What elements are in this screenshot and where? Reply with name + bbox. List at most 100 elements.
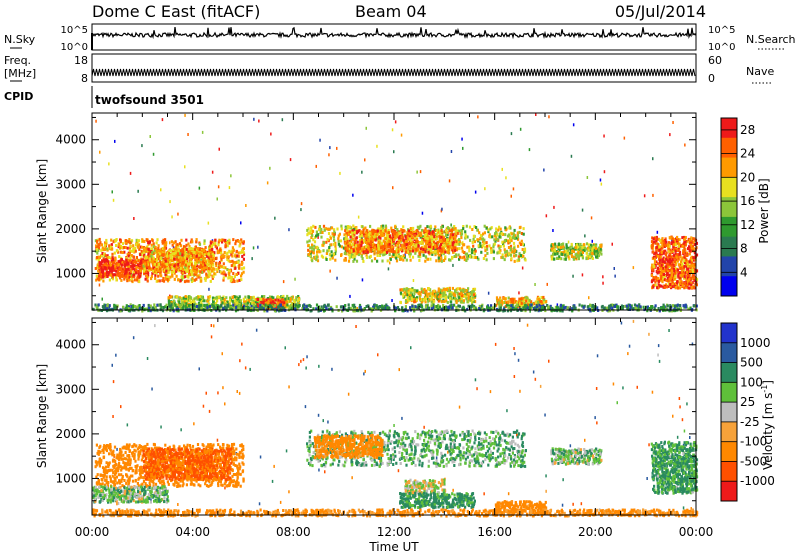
power-scatter-point [141,263,144,267]
power-scatter-point [484,254,487,258]
power-scatter-point [332,252,336,256]
power-scatter-point [195,251,198,254]
power-scatter-point [369,224,372,228]
power-scatter-point [164,245,167,249]
power-scatter-point [212,300,215,304]
power-scatter-point [103,252,106,256]
power-scatter-point [504,305,507,308]
power-scatter-point [377,245,380,249]
power-scatter-point [394,243,397,247]
power-scatter-point [583,243,586,247]
power-scatter-point [568,251,571,255]
power-scatter-point [382,250,385,254]
power-noise-point [317,235,319,239]
power-scatter-point [417,254,420,258]
power-scatter-point [308,231,311,235]
power-scatter-point [117,263,120,267]
power-scatter-point [424,259,427,263]
power-scatter-point [161,253,164,257]
power-scatter-point [449,241,452,245]
power-scatter-point [233,275,236,279]
power-scatter-point [249,302,252,306]
power-scatter-point [229,250,232,254]
power-scatter-point [193,250,196,254]
power-scatter-point [101,246,104,250]
power-scatter-point [405,243,408,246]
power-scatter-point [226,258,229,261]
power-scatter-point [229,296,232,300]
cpid-value: twofsound 3501 [95,93,204,107]
power-scatter-point [155,258,158,262]
power-scatter-point [135,258,138,261]
power-scatter-point [407,298,410,302]
power-scatter-point [315,230,318,234]
power-scatter-point [488,233,491,237]
power-scatter-point [450,238,453,242]
power-scatter-point [576,243,579,247]
power-scatter-point [242,240,245,244]
power-scatter-point [169,259,173,263]
power-scatter-point [510,239,513,243]
power-noise-point [288,228,290,232]
power-scatter-point [307,244,310,248]
power-scatter-point [449,244,452,248]
power-scatter-point [106,247,109,251]
power-scatter-point [435,237,438,241]
power-scatter-point [430,300,433,304]
power-scatter-point [416,241,419,245]
power-scatter-point [470,251,474,255]
power-scatter-point [240,278,243,282]
power-noise-point [198,186,201,190]
power-noise-point [169,200,171,204]
power-scatter-point [419,235,422,239]
power-scatter-point [115,275,118,279]
power-scatter-point [252,295,255,299]
power-scatter-point [513,297,516,301]
power-scatter-point [111,275,114,279]
power-scatter-point [157,269,160,273]
power-scatter-point [101,248,104,252]
power-scatter-point [222,262,225,266]
power-scatter-point [322,249,325,253]
power-scatter-point [431,230,435,234]
power-scatter-point [315,253,319,257]
power-scatter-point [213,272,216,276]
power-scatter-point [356,244,359,248]
power-scatter-point [343,233,346,237]
power-scatter-point [452,249,455,253]
power-scatter-point [445,299,448,303]
power-noise-point [603,170,606,174]
power-scatter-point [438,249,441,253]
power-scatter-point [344,229,347,233]
power-scatter-point [444,295,447,299]
power-noise-point [441,207,443,211]
power-scatter-point [357,253,360,257]
power-scatter-point [207,267,210,271]
power-scatter-point [462,299,465,303]
power-scatter-point [119,238,122,242]
power-noise-point [184,113,186,117]
power-noise-point [98,283,101,287]
power-scatter-point [163,268,167,272]
power-scatter-point [177,258,180,262]
power-noise-point [487,291,490,295]
power-scatter-point [145,249,148,253]
power-scatter-point [143,272,146,276]
power-scatter-point [126,277,129,280]
power-scatter-point [434,245,437,249]
power-scatter-point [230,275,234,279]
power-scatter-point [167,267,170,271]
power-scatter-point [407,229,411,233]
power-scatter-point [114,264,117,268]
power-scatter-point [463,243,466,247]
power-scatter-point [137,259,140,263]
power-scatter-point [450,300,453,304]
power-scatter-point [431,298,434,301]
power-noise-point [591,239,593,243]
power-scatter-point [440,226,443,229]
power-scatter-point [112,273,115,277]
power-scatter-point [242,297,245,301]
power-scatter-point [157,257,160,261]
power-scatter-point [458,292,461,296]
power-scatter-point [137,273,140,277]
